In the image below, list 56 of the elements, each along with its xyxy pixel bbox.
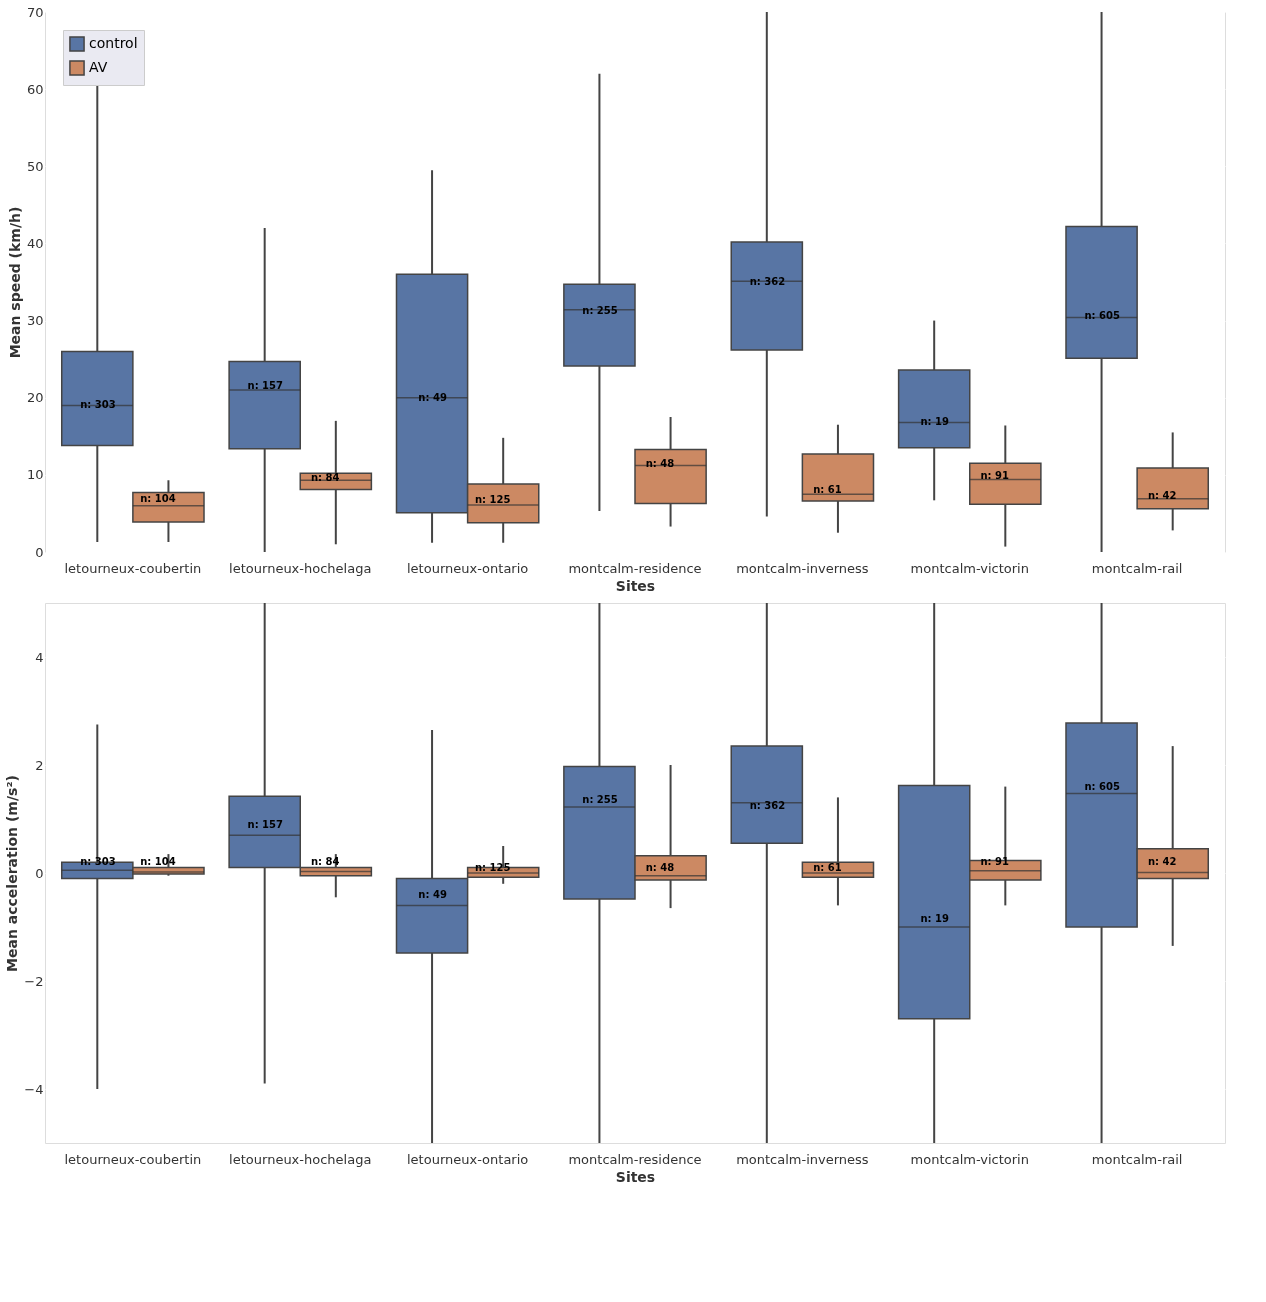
annotation: n: 19 [920,415,950,427]
annotation: n: 84 [310,471,340,483]
annotation: n: 91 [980,470,1010,482]
annotation: n: 19 [920,912,950,924]
annotation: n: 48 [645,458,675,470]
x-tick-label: letourneux-ontario [406,560,529,576]
annotation: n: 125 [474,494,511,506]
annotation: n: 61 [813,861,842,873]
y-tick-label: 30 [26,313,44,329]
legend-label: AV [89,59,108,75]
annotation: n: 362 [749,799,786,811]
y-tick-label: −2 [24,973,44,989]
annotation: n: 303 [80,399,116,411]
x-tick-label: letourneux-coubertin [64,1151,202,1167]
y-tick-label: 50 [26,158,44,174]
annotation: n: 48 [645,861,675,873]
y-tick-label: 0 [35,544,44,560]
annotation: n: 605 [1084,780,1120,792]
x-tick-label: montcalm-rail [1091,1151,1183,1167]
y-tick-label: 2 [35,757,44,773]
x-tick-label: letourneux-hochelaga [229,560,372,576]
annotation: n: 42 [1147,489,1177,501]
y-tick-label: 0 [35,865,44,881]
x-axis-title: Sites [615,1168,656,1185]
y-axis-title: Mean speed (km/h) [6,206,23,359]
y-tick-label: 20 [26,390,44,406]
x-tick-label: montcalm-rail [1091,560,1183,576]
legend-label: control [89,35,138,51]
annotation: n: 605 [1084,309,1120,321]
y-axis-title: Mean acceleration (m/s²) [4,775,21,972]
annotation: n: 104 [140,492,176,504]
x-tick-label: montcalm-victorin [910,560,1029,576]
y-tick-label: 60 [26,81,44,97]
x-tick-label: montcalm-inverness [736,560,869,576]
x-tick-label: letourneux-ontario [406,1151,529,1167]
annotation: n: 255 [582,305,618,317]
annotation: n: 255 [582,794,618,806]
x-tick-label: letourneux-coubertin [64,560,202,576]
y-tick-label: 4 [35,649,44,665]
y-tick-label: 70 [26,4,44,20]
y-tick-label: −4 [24,1081,44,1097]
x-tick-label: letourneux-hochelaga [229,1151,372,1167]
annotation: n: 157 [247,819,284,831]
x-tick-label: montcalm-residence [568,1151,702,1167]
x-tick-label: montcalm-residence [568,560,702,576]
annotation: n: 61 [813,484,842,496]
y-tick-label: 10 [26,467,44,483]
y-tick-label: 40 [26,235,44,251]
annotation: n: 42 [1147,856,1177,868]
annotation: n: 362 [749,276,786,287]
annotation: n: 49 [418,391,447,403]
x-axis-title: Sites [615,577,656,594]
annotation: n: 157 [247,380,284,392]
x-tick-label: montcalm-inverness [736,1151,869,1167]
annotation: n: 49 [418,888,447,900]
x-tick-label: montcalm-victorin [910,1151,1029,1167]
